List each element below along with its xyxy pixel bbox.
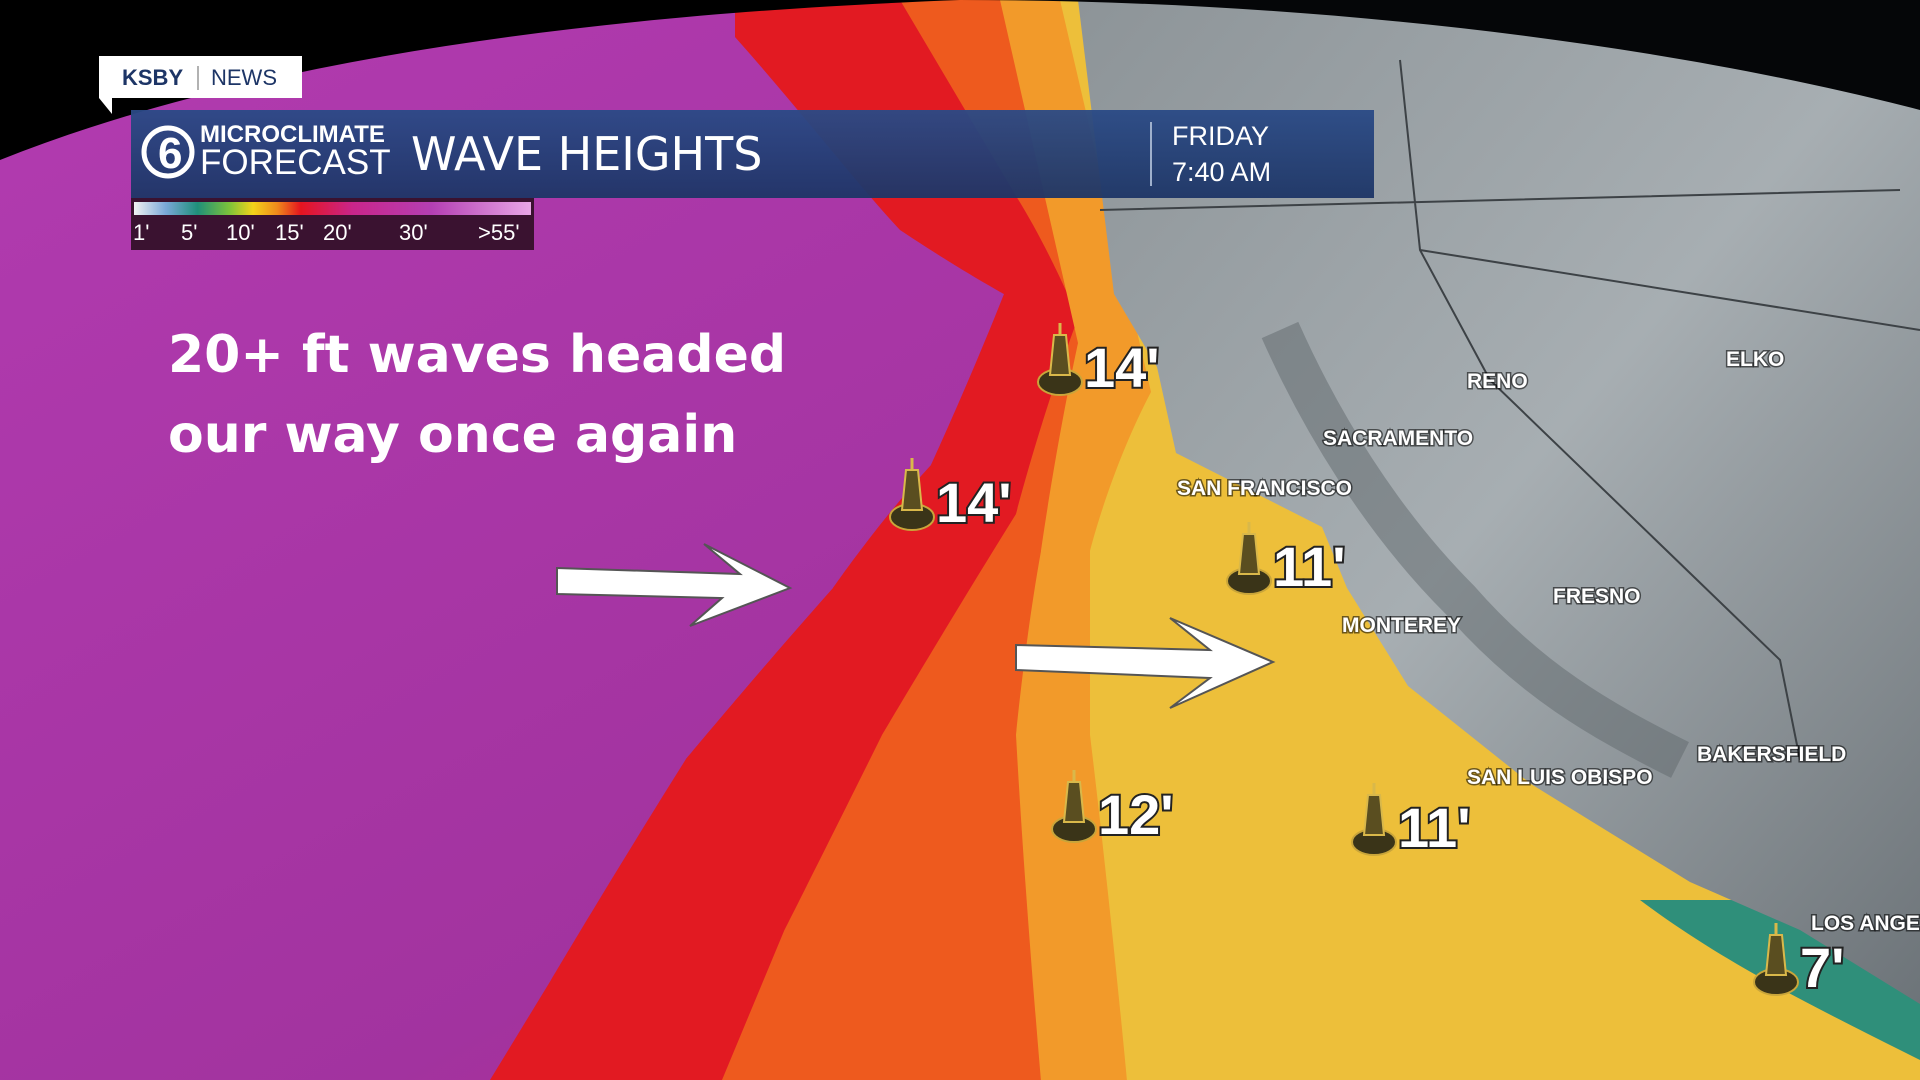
space-left [0,0,960,160]
space-right [960,0,1920,110]
buoy-tower [1764,934,1788,976]
time: 7:40 AM [1172,157,1271,187]
title-bar [131,110,1374,198]
headline: our way once again [168,405,737,465]
brand-tag [99,56,302,98]
buoy [1351,783,1397,856]
legend-scale [134,202,531,215]
legend-label: 15' [275,220,304,245]
city-label: SAN LUIS OBISPO [1467,766,1653,789]
buoy [1037,323,1083,396]
buoy [1753,923,1799,996]
title: WAVE HEIGHTS [411,127,762,181]
city-label: LOS ANGE [1811,912,1920,935]
legend-label: 10' [226,220,255,245]
city-label: MONTEREY [1342,614,1461,637]
buoy-label: 14' [1084,336,1160,399]
legend-label: >55' [478,220,520,245]
buoy-tower [1362,794,1386,836]
state-lines [1099,59,1920,761]
buoy-label: 11' [1398,796,1471,859]
swell-arrow [556,543,793,627]
brand-tag-tail [99,98,112,114]
city-label: SAN FRANCISCO [1177,477,1352,500]
city-label: FRESNO [1553,585,1641,608]
buoy-tower [1062,781,1086,823]
city-label: BAKERSFIELD [1697,743,1846,766]
legend-label: 20' [323,220,352,245]
swell-arrow [1015,617,1276,709]
buoy [1226,522,1272,595]
legend-label: 5' [181,220,197,245]
land [1078,0,1920,1004]
logo-mark [141,125,195,179]
buoy-label: 14' [936,471,1012,534]
city-label: SACRAMENTO [1323,427,1473,450]
buoy [1051,770,1097,843]
legend-label: 1' [133,220,149,245]
buoy-label: 7' [1800,936,1844,999]
legend-label: 30' [399,220,428,245]
buoy [889,458,935,531]
brand: KSBY [122,65,183,90]
brand-sub: NEWS [211,65,277,90]
buoy-tower [1237,533,1261,575]
city-label: ELKO [1726,348,1784,371]
buoy-tower [1048,334,1072,376]
day: FRIDAY [1172,121,1269,151]
logo-bottom: FORECAST [200,143,391,182]
buoy-tower [900,469,924,511]
logo-six: 6 [158,129,182,178]
buoy-label: 12' [1098,783,1174,846]
logo-top: MICROCLIMATE [200,121,385,148]
city-label: RENO [1467,370,1528,393]
central-valley [1261,321,1689,778]
buoy-label: 11' [1273,535,1346,598]
headline: 20+ ft waves headed [168,325,786,385]
